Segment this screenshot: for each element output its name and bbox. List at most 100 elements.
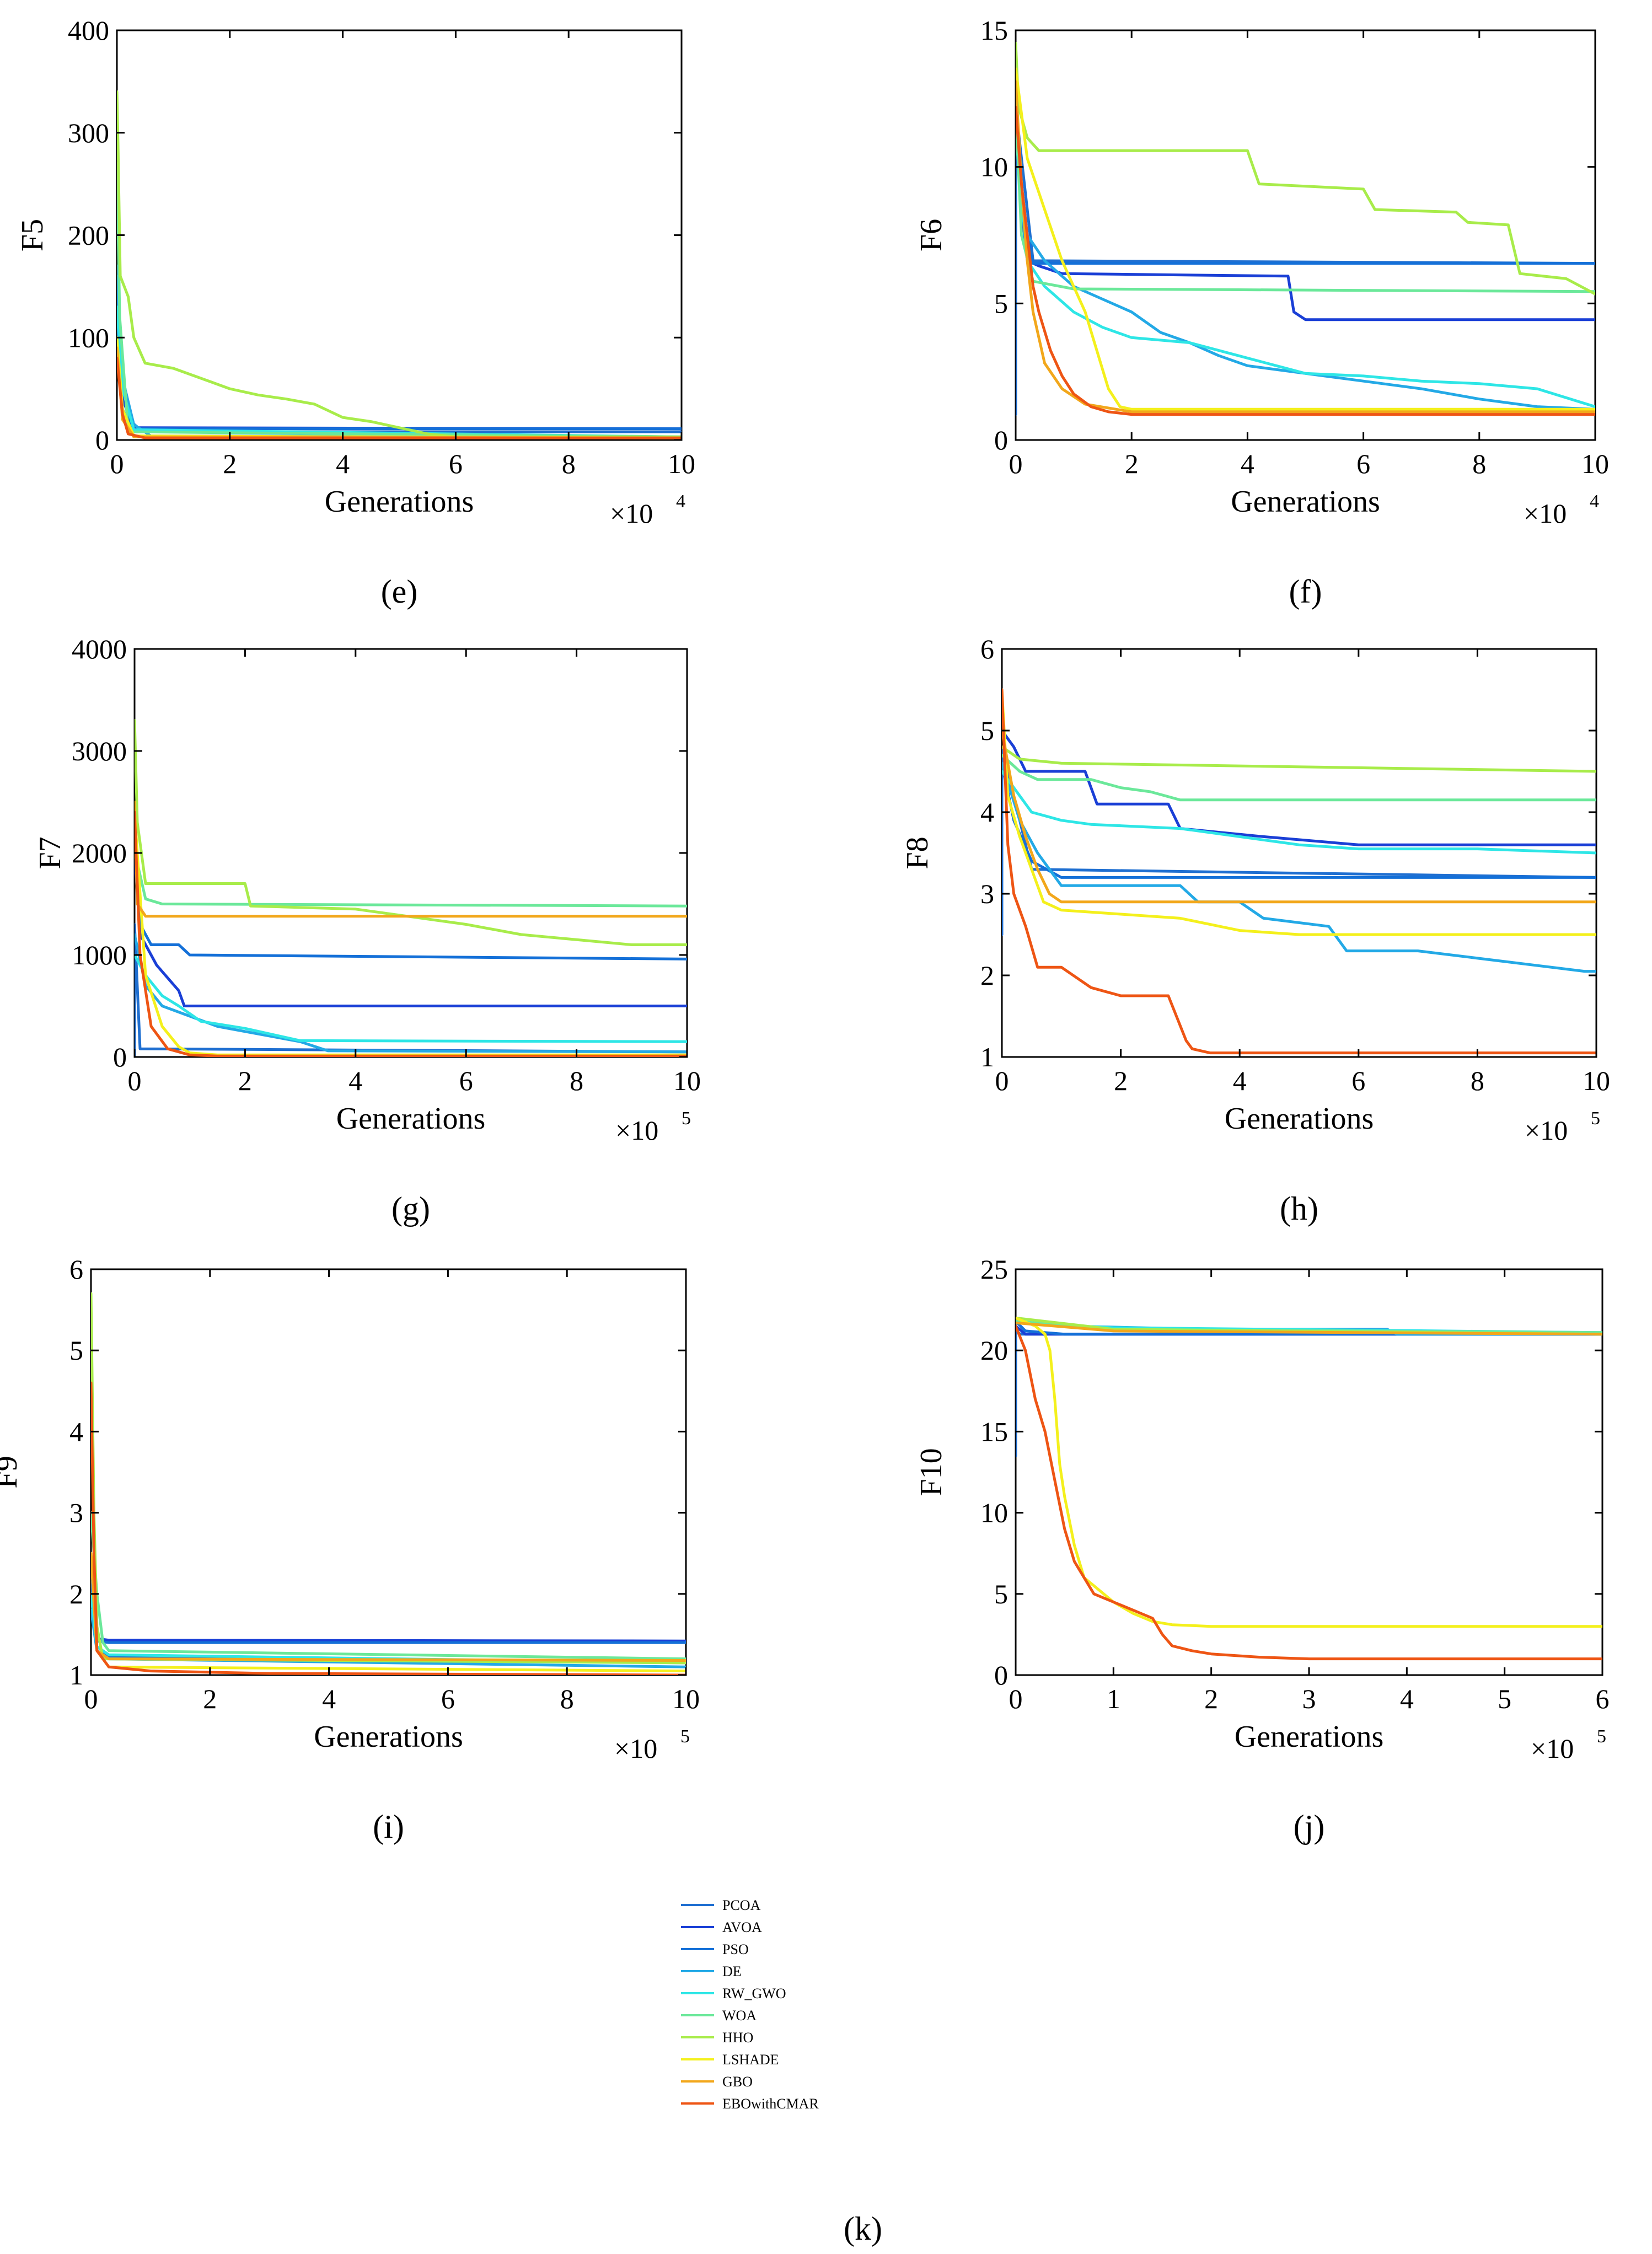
series-line-hho <box>1016 41 1595 296</box>
plot-area-frame <box>116 29 683 441</box>
panel-caption: (f) <box>1289 573 1322 610</box>
x-tick-label: 8 <box>562 448 576 479</box>
y-tick-label: 10 <box>980 1498 1008 1528</box>
x-axis-exponent: 5 <box>1591 1108 1600 1129</box>
x-axis-multiplier: ×10 <box>614 1733 657 1764</box>
x-tick-label: 0 <box>1009 448 1023 479</box>
x-tick-label: 4 <box>336 448 350 479</box>
series-group <box>117 90 682 439</box>
legend-label: AVOA <box>722 1919 762 1935</box>
x-tick-label: 8 <box>560 1683 574 1714</box>
series-line-lshade <box>1016 67 1595 411</box>
y-tick-label: 100 <box>68 322 109 353</box>
y-tick-label: 6 <box>980 634 994 664</box>
x-axis-label: Generations <box>336 1102 486 1136</box>
y-tick-label: 25 <box>980 1254 1008 1285</box>
y-tick-label: 5 <box>994 288 1008 319</box>
plot-area-frame <box>1001 648 1597 1058</box>
legend-item-avoa: AVOA <box>681 1919 762 1935</box>
x-tick-label: 6 <box>1596 1683 1610 1714</box>
series-line-gbo <box>1016 1321 1602 1336</box>
series-line-hho <box>117 90 682 438</box>
series-group <box>91 1292 686 1675</box>
x-tick-label: 6 <box>441 1683 455 1714</box>
chart-panel-g: 0 2 4 6 8 10 0 1000 2000 3000 4000 Generations F7 ×10… <box>33 634 701 1227</box>
y-tick-label: 15 <box>980 1416 1008 1447</box>
legend-box <box>670 1891 852 2117</box>
chart-panel-j: 0 1 2 3 4 5 6 0 5 10 15 20 25 Generations F10 ×10 5 (j) <box>914 1254 1610 1845</box>
y-tick-label: 1000 <box>72 940 127 970</box>
x-axis-label: Generations <box>1235 1720 1384 1754</box>
y-tick-label: 5 <box>69 1335 83 1366</box>
legend-label: WOA <box>722 2008 757 2024</box>
y-tick-label: 2000 <box>72 838 127 868</box>
legend-item-hho: HHO <box>681 2030 753 2046</box>
y-tick-label: 300 <box>68 117 109 148</box>
x-tick-label: 4 <box>1241 448 1254 479</box>
legend-caption: (k) <box>844 2210 882 2247</box>
legend: PCOA AVOA PSO DE RW_GWO WOA HHO LSHADE GBO EBOwit… <box>670 1891 852 2117</box>
panel-caption: (j) <box>1294 1808 1325 1845</box>
series-line-hho <box>135 719 687 946</box>
x-tick-label: 10 <box>668 448 695 479</box>
x-axis-exponent: 4 <box>676 491 685 512</box>
y-tick-label: 1 <box>69 1660 83 1690</box>
series-line-pcoa <box>1016 105 1595 416</box>
x-tick-label: 0 <box>1009 1683 1023 1714</box>
legend-item-rw_gwo: RW_GWO <box>681 1985 786 2001</box>
y-tick-label: 4 <box>69 1416 83 1447</box>
x-tick-label: 0 <box>995 1065 1009 1096</box>
series-line-rw_gwo <box>1016 131 1595 409</box>
legend-label: HHO <box>722 2030 753 2046</box>
y-tick-label: 5 <box>994 1579 1008 1609</box>
plot-area-frame <box>1015 29 1596 441</box>
legend-label: GBO <box>722 2074 753 2090</box>
x-tick-label: 8 <box>1471 1065 1484 1096</box>
y-tick-label: 0 <box>113 1042 127 1072</box>
series-line-gbo <box>1002 729 1596 904</box>
legend-items: PCOA AVOA PSO DE RW_GWO WOA HHO LSHADE GBO EBOwit… <box>681 1897 819 2112</box>
x-axis-exponent: 4 <box>1590 491 1599 512</box>
x-tick-label: 6 <box>1351 1065 1365 1096</box>
y-tick-label: 5 <box>980 715 994 746</box>
series-line-rw_gwo <box>1002 770 1596 855</box>
y-tick-label: 200 <box>68 220 109 251</box>
x-axis-label: Generations <box>314 1720 463 1754</box>
legend-item-pcoa: PCOA <box>681 1897 761 1913</box>
y-axis-label: F9 <box>0 1456 24 1488</box>
x-tick-label: 10 <box>1581 448 1609 479</box>
x-axis-multiplier: ×10 <box>1524 498 1567 529</box>
x-axis-label: Generations <box>1225 1102 1374 1136</box>
panel-caption: (h) <box>1280 1190 1318 1227</box>
x-tick-label: 10 <box>672 1683 700 1714</box>
series-line-lshade <box>1002 688 1596 936</box>
series-line-gbo <box>91 1552 686 1662</box>
x-axis-multiplier: ×10 <box>610 498 653 529</box>
y-tick-label: 0 <box>95 425 109 455</box>
y-tick-label: 3 <box>69 1498 83 1528</box>
x-axis-exponent: 5 <box>682 1108 691 1129</box>
series-line-lshade <box>1016 1316 1602 1628</box>
legend-item-ebowithcmar: EBOwithCMAR <box>681 2096 819 2112</box>
y-tick-label: 3000 <box>72 736 127 766</box>
x-tick-label: 4 <box>1233 1065 1247 1096</box>
legend-item-pso: PSO <box>681 1941 749 1957</box>
y-axis-label: F10 <box>914 1448 948 1496</box>
y-tick-label: 3 <box>980 878 994 909</box>
legend-item-gbo: GBO <box>681 2074 753 2090</box>
legend-label: PSO <box>722 1941 749 1957</box>
plot-area-frame <box>133 648 688 1058</box>
x-tick-label: 0 <box>128 1065 142 1096</box>
panel-caption: (i) <box>373 1808 404 1845</box>
x-tick-label: 10 <box>673 1065 701 1096</box>
x-tick-label: 0 <box>84 1683 98 1714</box>
y-tick-label: 2 <box>69 1579 83 1609</box>
y-tick-label: 1 <box>980 1042 994 1072</box>
x-tick-label: 2 <box>238 1065 252 1096</box>
legend-item-lshade: LSHADE <box>681 2052 779 2068</box>
x-axis-multiplier: ×10 <box>1531 1733 1574 1764</box>
